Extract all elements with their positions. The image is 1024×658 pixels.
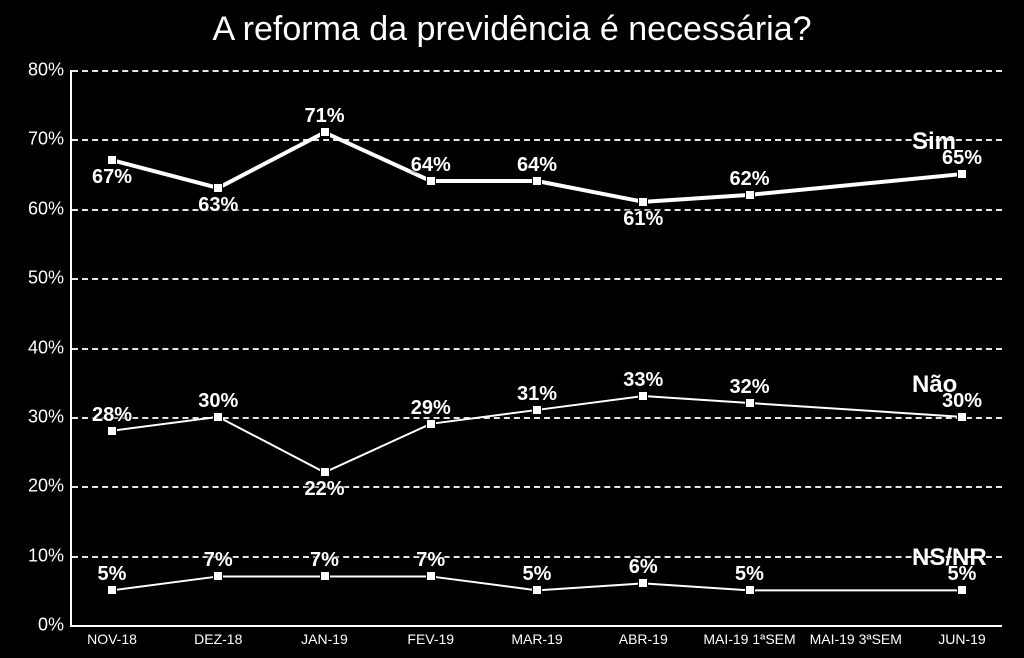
- x-tick-label: DEZ-18: [194, 625, 242, 647]
- x-tick-label: JUN-19: [938, 625, 985, 647]
- data-label: 62%: [729, 168, 769, 195]
- data-label: 64%: [411, 154, 451, 181]
- gridline: [72, 70, 1002, 72]
- data-label: 71%: [304, 105, 344, 132]
- y-tick-label: 40%: [28, 337, 72, 358]
- plot-area: 0%10%20%30%40%50%60%70%80%NOV-18DEZ-18JA…: [70, 70, 1002, 627]
- gridline: [72, 139, 1002, 141]
- x-tick-label: NOV-18: [87, 625, 137, 647]
- x-tick-label: ABR-19: [619, 625, 668, 647]
- chart-container: A reforma da previdência é necessária? 0…: [0, 0, 1024, 658]
- data-label: 61%: [623, 208, 663, 231]
- data-marker: [108, 156, 116, 164]
- data-label: 31%: [517, 383, 557, 410]
- data-label: 7%: [416, 549, 445, 576]
- data-marker: [321, 468, 329, 476]
- series-legend-ns/nr: NS/NR: [912, 544, 987, 572]
- y-tick-label: 60%: [28, 198, 72, 219]
- data-label: 5%: [98, 563, 127, 590]
- data-label: 63%: [198, 194, 238, 217]
- data-label: 28%: [92, 404, 132, 431]
- data-marker: [639, 198, 647, 206]
- gridline: [72, 278, 1002, 280]
- data-label: 5%: [523, 563, 552, 590]
- x-tick-label: MAI-19 1ªSEM: [703, 625, 795, 647]
- gridline: [72, 348, 1002, 350]
- data-label: 7%: [310, 549, 339, 576]
- x-tick-label: MAR-19: [511, 625, 562, 647]
- data-label: 30%: [198, 390, 238, 417]
- y-tick-label: 50%: [28, 268, 72, 289]
- series-legend-sim: Sim: [912, 128, 956, 156]
- y-tick-label: 80%: [28, 60, 72, 81]
- y-tick-label: 10%: [28, 545, 72, 566]
- data-label: 6%: [629, 556, 658, 583]
- data-label: 33%: [623, 369, 663, 396]
- gridline: [72, 417, 1002, 419]
- chart-title: A reforma da previdência é necessária?: [0, 10, 1024, 49]
- gridline: [72, 486, 1002, 488]
- series-legend-não: Não: [912, 371, 957, 399]
- y-tick-label: 0%: [38, 615, 72, 636]
- data-label: 5%: [735, 563, 764, 590]
- data-label: 67%: [92, 166, 132, 189]
- y-tick-label: 20%: [28, 476, 72, 497]
- data-label: 32%: [729, 376, 769, 403]
- x-tick-label: FEV-19: [407, 625, 454, 647]
- data-marker: [214, 184, 222, 192]
- y-tick-label: 30%: [28, 406, 72, 427]
- x-tick-label: MAI-19 3ªSEM: [810, 625, 902, 647]
- x-tick-label: JAN-19: [301, 625, 348, 647]
- data-label: 29%: [411, 397, 451, 424]
- y-tick-label: 70%: [28, 129, 72, 150]
- data-label: 64%: [517, 154, 557, 181]
- data-label: 22%: [304, 478, 344, 501]
- data-label: 7%: [204, 549, 233, 576]
